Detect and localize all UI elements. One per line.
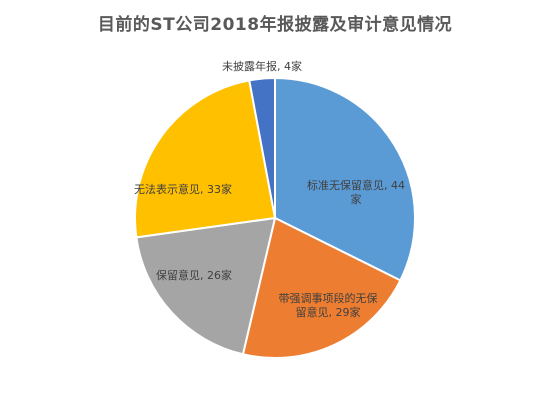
slice-label-line: 留意见, 29家 bbox=[296, 305, 361, 319]
slice-label-line: 未披露年报, 4家 bbox=[222, 59, 302, 73]
pie-slice-3 bbox=[135, 216, 277, 356]
slice-label-line: 标准无保留意见, 44 bbox=[307, 178, 405, 192]
slice-label-5: 未披露年报, 4家 bbox=[222, 59, 302, 73]
slice-label-line: 带强调事项段的无保 bbox=[279, 291, 378, 305]
pie-slice-5 bbox=[248, 76, 276, 219]
slice-label-line: 无法表示意见, 33家 bbox=[134, 182, 232, 196]
slice-label-3: 保留意见, 26家 bbox=[156, 268, 232, 282]
chart-title: 目前的ST公司2018年报披露及审计意见情况 bbox=[97, 15, 453, 35]
slice-label-4: 无法表示意见, 33家 bbox=[134, 182, 232, 196]
pie-slices bbox=[133, 76, 416, 359]
slice-label-2: 带强调事项段的无保留意见, 29家 bbox=[279, 291, 378, 319]
pie-slice-4 bbox=[133, 79, 277, 239]
slice-label-1: 标准无保留意见, 44 家 bbox=[307, 178, 405, 206]
slice-label-line: 家 bbox=[351, 192, 362, 206]
pie-slice-2 bbox=[241, 216, 402, 359]
slice-label-line: 保留意见, 26家 bbox=[156, 268, 232, 282]
pie-slice-1 bbox=[274, 76, 416, 282]
